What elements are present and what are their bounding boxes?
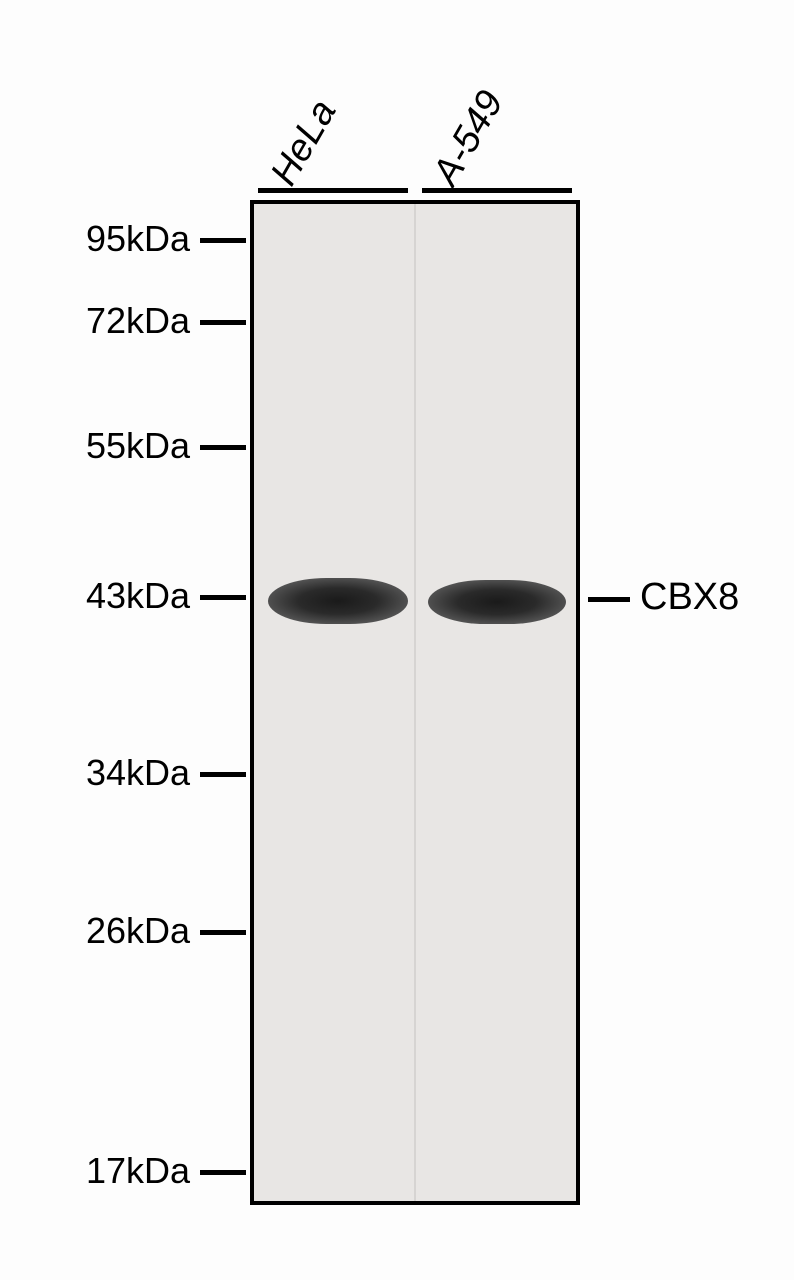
marker-label: 26kDa	[50, 910, 190, 952]
lane-label-hela: HeLa	[263, 93, 346, 193]
western-blot-figure: 95kDa 72kDa 55kDa 43kDa 34kDa 26kDa 17kD…	[0, 0, 794, 1280]
marker-label: 72kDa	[50, 300, 190, 342]
target-label: CBX8	[640, 576, 739, 619]
marker-label: 95kDa	[50, 218, 190, 260]
marker-label: 17kDa	[50, 1150, 190, 1192]
marker-label: 43kDa	[50, 575, 190, 617]
marker-tick	[200, 320, 246, 325]
marker-tick	[200, 1170, 246, 1175]
lane-underline	[258, 188, 408, 193]
marker-tick	[200, 930, 246, 935]
band-a549-cbx8	[428, 580, 566, 624]
marker-label: 34kDa	[50, 752, 190, 794]
marker-tick	[200, 445, 246, 450]
lane-underline	[422, 188, 572, 193]
marker-tick	[200, 595, 246, 600]
lane-label-a549: A-549	[425, 84, 513, 193]
band-hela-cbx8	[268, 578, 408, 624]
marker-tick	[200, 238, 246, 243]
marker-tick	[200, 772, 246, 777]
marker-label: 55kDa	[50, 425, 190, 467]
lane-divider	[414, 204, 416, 1201]
target-tick	[588, 597, 630, 602]
